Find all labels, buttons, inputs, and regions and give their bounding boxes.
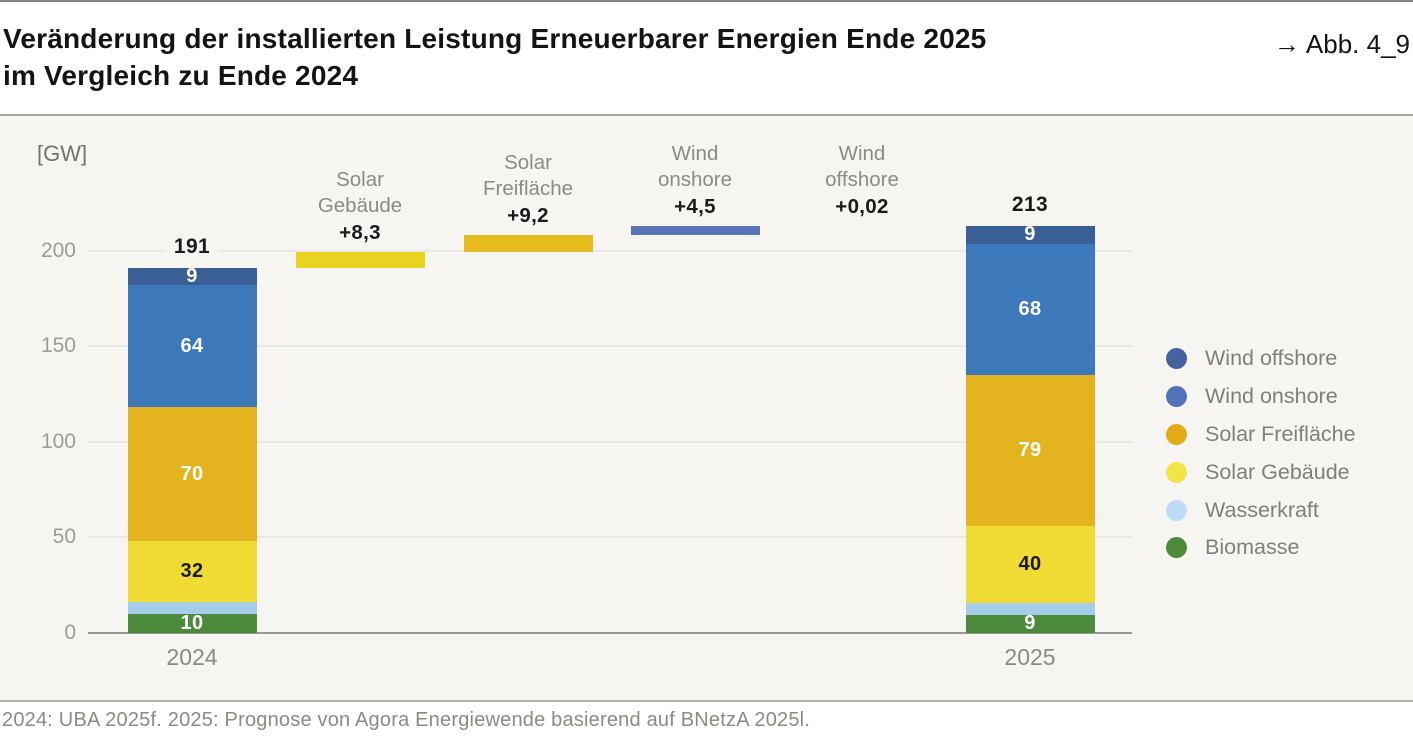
legend-label: Wind onshore	[1205, 384, 1338, 409]
figure-header: Veränderung der installierten Leistung E…	[0, 2, 1413, 114]
bar-segment-wasserkraft	[965, 603, 1095, 615]
x-tick-label-2025: 2025	[1004, 644, 1056, 670]
segment-value-label: 79	[1018, 438, 1042, 461]
delta-value-label: +9,2	[507, 203, 549, 227]
gridline-150	[88, 345, 1132, 348]
gridline-50	[88, 536, 1132, 539]
bar-segment-solar-gebaeude: 40	[965, 526, 1095, 604]
bar-total-label-2024: 191	[122, 234, 262, 259]
delta-label-block: Wind offshore +0,02	[825, 141, 899, 220]
delta-series-name: Gebäude	[317, 194, 403, 218]
y-axis-unit-label: [GW]	[37, 141, 88, 166]
delta-series-name: Solar	[336, 168, 384, 192]
legend-swatch-icon-wind-offshore	[1166, 348, 1187, 370]
figure-reference-label: Abb. 4_9	[1305, 29, 1410, 59]
delta-series-name: Wind	[671, 141, 719, 165]
legend-item-solar-freiflaeche: Solar Freifläche	[1166, 416, 1356, 454]
segment-value-label: 32	[180, 560, 204, 583]
legend-item-wasserkraft: Wasserkraft	[1166, 491, 1356, 529]
bar-segment-solar-freiflaeche: 79	[965, 374, 1095, 527]
segment-value-label: 40	[1018, 553, 1042, 576]
stacked-bar-2024: 9 64 70 32 10	[127, 265, 257, 634]
gridline-200	[88, 249, 1132, 252]
segment-value-label: 10	[180, 611, 204, 634]
delta-label-block: Solar Freifläche +9,2	[483, 150, 573, 229]
delta-series-name: onshore	[657, 167, 733, 191]
segment-value-label: 70	[180, 462, 204, 485]
header-divider-line	[0, 114, 1413, 116]
legend-swatch-icon-solar-freiflaeche	[1166, 423, 1187, 445]
arrow-right-icon: →	[1273, 29, 1300, 59]
bar-segment-solar-freiflaeche: 70	[127, 407, 257, 542]
legend-item-wind-offshore: Wind offshore	[1166, 340, 1356, 378]
delta-bar-solar-gebaeude	[295, 252, 425, 268]
footer-divider-line	[0, 700, 1413, 702]
legend-item-biomasse: Biomasse	[1166, 529, 1356, 567]
figure-title: Veränderung der installierten Leistung E…	[3, 20, 986, 94]
chart-legend: Wind offshore Wind onshore Solar Freifläch…	[1166, 340, 1356, 567]
legend-label: Wasserkraft	[1205, 497, 1319, 522]
chart-panel: [GW] 0 50 100 150 200 9 64 70 32 10 191 2024 9 68 79 40…	[0, 116, 1413, 700]
delta-label-block: Wind onshore +4,5	[658, 141, 732, 220]
figure-title-line2: im Vergleich zu Ende 2024	[3, 60, 359, 91]
bar-segment-wasserkraft	[127, 602, 257, 614]
delta-value-label: +8,3	[339, 221, 381, 245]
legend-swatch-icon-solar-gebaeude	[1166, 461, 1187, 483]
figure-title-line1: Veränderung der installierten Leistung E…	[3, 23, 987, 54]
y-tick-label-100: 100	[40, 429, 76, 453]
segment-value-label: 9	[1024, 612, 1036, 635]
legend-label: Solar Freifläche	[1205, 421, 1356, 446]
bar-segment-biomasse: 10	[127, 611, 257, 634]
legend-label: Solar Gebäude	[1205, 459, 1350, 484]
bar-segment-wind-offshore: 9	[127, 265, 257, 288]
legend-item-solar-gebaeude: Solar Gebäude	[1166, 453, 1356, 491]
bar-segment-wind-onshore: 68	[965, 243, 1095, 375]
delta-value-label: +4,5	[674, 194, 716, 218]
segment-value-label: 9	[186, 265, 198, 288]
delta-value-label: +0,02	[835, 194, 889, 218]
delta-series-name: offshore	[825, 167, 899, 191]
source-note: 2024: UBA 2025f. 2025: Prognose von Agor…	[2, 709, 811, 731]
legend-swatch-icon-biomasse	[1166, 537, 1187, 559]
legend-label: Biomasse	[1205, 535, 1300, 560]
bar-segment-wind-onshore: 64	[127, 285, 257, 408]
top-border-line	[0, 0, 1413, 2]
segment-value-label: 68	[1018, 297, 1042, 320]
x-tick-label-2024: 2024	[166, 644, 218, 670]
delta-series-name: Freifläche	[482, 176, 574, 200]
y-tick-label-0: 0	[64, 621, 76, 644]
segment-value-label: 64	[180, 334, 204, 357]
gridline-100	[88, 440, 1132, 443]
delta-series-name: Wind	[838, 141, 886, 165]
bar-segment-wind-offshore: 9	[965, 223, 1095, 246]
delta-label-block: Solar Gebäude +8,3	[318, 167, 402, 246]
figure-reference: → Abb. 4_9	[1268, 29, 1410, 60]
legend-swatch-icon-wasserkraft	[1166, 499, 1187, 521]
delta-series-name: Solar	[504, 150, 552, 174]
bar-total-label-2025: 213	[960, 192, 1100, 217]
delta-bar-wind-onshore	[630, 225, 760, 235]
y-tick-label-200: 200	[40, 238, 76, 262]
legend-swatch-icon-wind-onshore	[1166, 386, 1187, 408]
total-value: 191	[165, 234, 219, 259]
plot-area: 0 50 100 150 200 9 64 70 32 10 191 2024 9 68 79 40 9 213 2…	[0, 116, 1413, 700]
y-tick-label-150: 150	[40, 334, 76, 358]
bar-segment-biomasse: 9	[965, 612, 1095, 635]
stacked-bar-2025: 9 68 79 40 9	[965, 223, 1095, 635]
x-axis-baseline	[88, 632, 1132, 634]
legend-item-wind-onshore: Wind onshore	[1166, 378, 1356, 416]
delta-bar-solar-freiflaeche	[463, 234, 593, 253]
total-value: 213	[1003, 192, 1057, 217]
bar-segment-solar-gebaeude: 32	[127, 541, 257, 603]
y-tick-label-50: 50	[52, 525, 76, 549]
segment-value-label: 9	[1024, 223, 1036, 246]
legend-label: Wind offshore	[1205, 346, 1338, 371]
